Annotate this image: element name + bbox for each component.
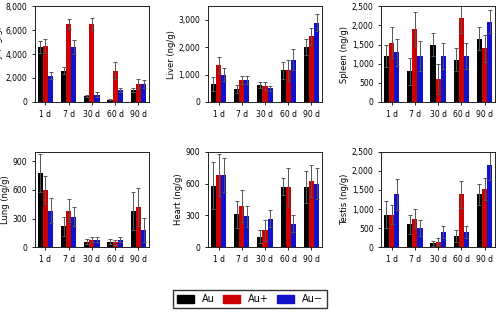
Bar xyxy=(487,165,492,247)
Bar xyxy=(430,244,436,247)
Bar xyxy=(216,65,221,102)
Bar xyxy=(436,79,440,102)
Bar xyxy=(440,56,446,102)
Bar xyxy=(291,224,296,247)
Bar xyxy=(90,24,94,102)
Bar xyxy=(412,29,418,102)
Bar xyxy=(286,187,291,247)
Bar xyxy=(440,232,446,247)
Bar xyxy=(108,242,112,247)
Y-axis label: Kidney (ng/g): Kidney (ng/g) xyxy=(0,26,2,83)
Y-axis label: Liver (ng/g): Liver (ng/g) xyxy=(167,30,176,79)
Bar xyxy=(459,194,464,247)
Bar xyxy=(487,22,492,102)
Bar xyxy=(436,242,440,247)
Bar xyxy=(477,194,482,247)
Bar xyxy=(239,206,244,247)
Bar xyxy=(130,211,136,247)
Bar xyxy=(482,189,487,247)
Bar xyxy=(309,182,314,247)
Bar xyxy=(94,240,100,247)
Bar xyxy=(108,100,112,102)
Bar xyxy=(389,215,394,247)
Legend: Au, Au+, Au−: Au, Au+, Au− xyxy=(173,290,327,308)
Bar xyxy=(258,237,262,247)
Bar xyxy=(84,242,89,247)
Bar xyxy=(394,194,400,247)
Bar xyxy=(394,52,400,102)
Bar xyxy=(71,217,76,247)
Bar xyxy=(118,240,123,247)
Bar xyxy=(477,39,482,102)
Bar xyxy=(66,24,71,102)
Bar xyxy=(38,47,43,102)
Bar xyxy=(314,23,319,102)
Bar xyxy=(268,218,272,247)
Bar xyxy=(211,84,216,102)
Bar xyxy=(309,36,314,102)
Bar xyxy=(262,86,268,102)
Bar xyxy=(211,186,216,247)
Bar xyxy=(412,218,418,247)
Bar xyxy=(258,85,262,102)
Bar xyxy=(464,56,469,102)
Bar xyxy=(141,230,146,247)
Bar xyxy=(221,74,226,102)
Bar xyxy=(234,214,239,247)
Bar xyxy=(61,226,66,247)
Bar xyxy=(234,89,239,102)
Bar xyxy=(418,228,422,247)
Bar xyxy=(71,47,76,102)
Bar xyxy=(418,56,422,102)
Bar xyxy=(407,71,412,102)
Bar xyxy=(43,46,48,102)
Bar xyxy=(84,96,89,102)
Bar xyxy=(304,47,309,102)
Bar xyxy=(291,59,296,102)
Bar xyxy=(459,18,464,102)
Bar xyxy=(48,76,53,102)
Bar xyxy=(407,224,412,247)
Bar xyxy=(130,90,136,102)
Bar xyxy=(262,230,268,247)
Bar xyxy=(48,211,53,247)
Bar xyxy=(61,71,66,102)
Bar xyxy=(112,243,117,247)
Bar xyxy=(268,88,272,102)
Bar xyxy=(112,71,117,102)
Bar xyxy=(94,95,100,102)
Bar xyxy=(384,56,389,102)
Bar xyxy=(90,240,94,247)
Bar xyxy=(286,70,291,102)
Bar xyxy=(38,173,43,247)
Bar xyxy=(384,215,389,247)
Bar xyxy=(280,187,285,247)
Bar xyxy=(221,175,226,247)
Bar xyxy=(136,84,141,102)
Bar xyxy=(304,187,309,247)
Bar xyxy=(141,84,146,102)
Bar xyxy=(136,207,141,247)
Bar xyxy=(43,190,48,247)
Bar xyxy=(244,217,250,247)
Bar xyxy=(314,183,319,247)
Bar xyxy=(118,90,123,102)
Y-axis label: Lung (ng/g): Lung (ng/g) xyxy=(1,175,10,224)
Bar xyxy=(430,44,436,102)
Bar xyxy=(454,236,459,247)
Bar xyxy=(464,232,469,247)
Y-axis label: Spleen (ng/g): Spleen (ng/g) xyxy=(340,26,349,83)
Bar xyxy=(454,60,459,102)
Bar xyxy=(216,175,221,247)
Bar xyxy=(244,80,250,102)
Bar xyxy=(66,211,71,247)
Y-axis label: Heart (ng/g): Heart (ng/g) xyxy=(174,174,183,225)
Y-axis label: Testis (ng/g): Testis (ng/g) xyxy=(340,174,349,225)
Bar xyxy=(239,80,244,102)
Bar xyxy=(389,43,394,102)
Bar xyxy=(482,48,487,102)
Bar xyxy=(280,70,285,102)
